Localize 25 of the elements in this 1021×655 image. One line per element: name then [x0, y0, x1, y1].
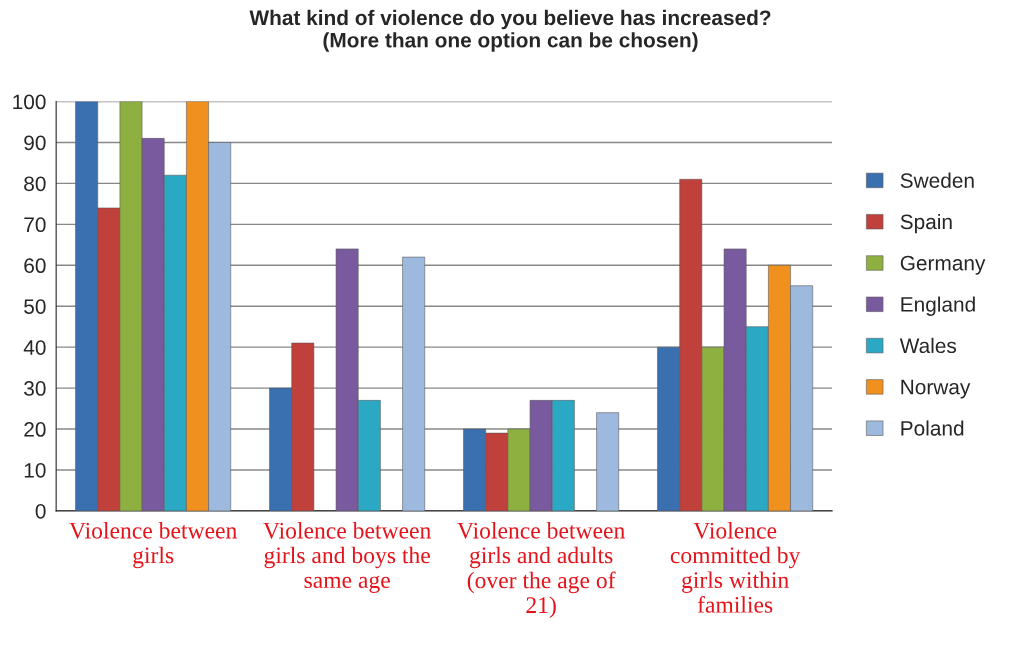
legend-label: Spain — [900, 213, 952, 234]
x-tick-label: Violence between girls — [69, 522, 237, 569]
y-tick-label: 40 — [23, 340, 46, 355]
y-tick-label: 70 — [24, 217, 46, 233]
y-tick-label: 0 — [35, 503, 46, 519]
x-tick-label: Violence between girls and adults (over the age of 21) — [457, 522, 625, 618]
y-tick-label: 80 — [24, 176, 46, 192]
legend-label: Norway — [901, 379, 971, 399]
legend-label: Germany — [900, 255, 986, 275]
legend-label: Wales — [899, 337, 957, 354]
y-tick-label: 10 — [24, 462, 46, 478]
legend-label: Sweden — [900, 172, 974, 188]
y-tick-label: 30 — [24, 381, 46, 396]
y-tick-label: 90 — [24, 135, 46, 151]
y-tick-label: 20 — [24, 422, 46, 437]
chart-title: What kind of violence do you believe has increased? (More than one option can be chosen) — [249, 9, 771, 52]
y-tick-label: 100 — [13, 94, 46, 110]
x-tick-label: Violence between girls and boys the same age — [263, 522, 431, 593]
legend-label: England — [901, 296, 975, 316]
x-tick-label: Violence committed by girls within families — [670, 522, 801, 613]
y-tick-label: 50 — [24, 299, 46, 314]
y-tick-label: 60 — [24, 258, 46, 274]
legend-label: Poland — [901, 420, 964, 436]
bar — [596, 412, 620, 511]
bar — [402, 256, 426, 511]
